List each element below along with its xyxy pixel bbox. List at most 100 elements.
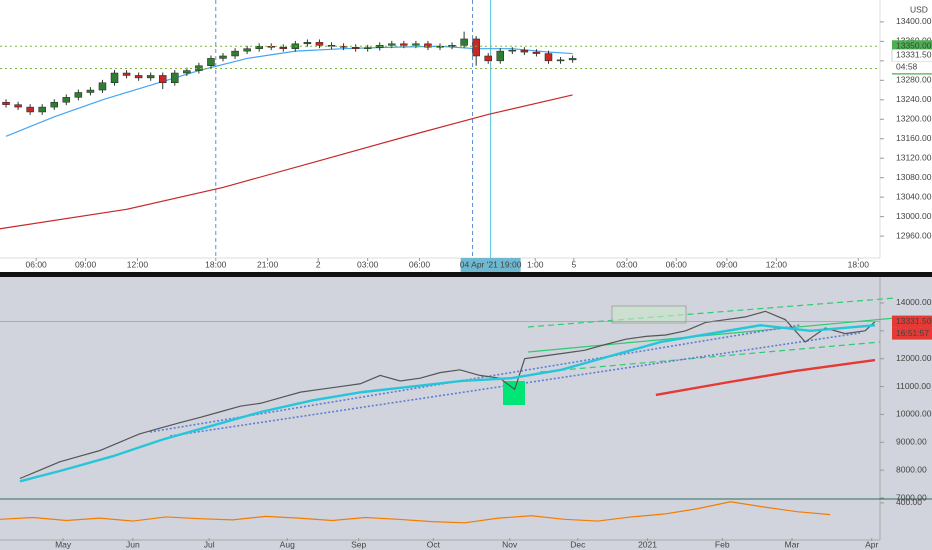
- candle-body: [412, 43, 420, 46]
- candle-body: [448, 45, 456, 47]
- series-line: [19, 324, 876, 483]
- y-tick-label: 8000.00: [896, 464, 927, 474]
- y-tick-label: 9000.00: [896, 437, 927, 447]
- x-tick-label: 1:00: [527, 259, 544, 269]
- candle-body: [171, 72, 179, 84]
- x-tick-label: 09:00: [716, 259, 738, 269]
- x-tick-label: May: [55, 539, 72, 549]
- trend-line: [149, 324, 801, 433]
- candle-body: [388, 43, 396, 46]
- x-tick-label: 18:00: [848, 259, 870, 269]
- x-tick-label: 21:00: [257, 259, 279, 269]
- x-tick-label: Aug: [280, 539, 295, 549]
- channel-line: [539, 341, 881, 373]
- x-tick-label: 2021: [638, 539, 657, 549]
- candle-body: [158, 75, 167, 84]
- candle-body: [375, 45, 384, 48]
- candle-body: [496, 50, 505, 62]
- x-tick-label: Nov: [502, 539, 518, 549]
- candle-body: [26, 106, 34, 113]
- x-tick-label: Apr: [865, 539, 878, 549]
- candle-body: [243, 48, 251, 52]
- candle-body: [424, 43, 432, 48]
- candle-body: [50, 101, 58, 108]
- separator: [0, 272, 932, 277]
- x-tick-label: 09:00: [75, 259, 97, 269]
- candle-body: [520, 49, 529, 53]
- candle-body: [400, 43, 408, 46]
- highlight-box: [503, 381, 525, 405]
- unit-label: USD: [910, 4, 928, 14]
- x-tick-label: 03:00: [357, 259, 379, 269]
- countdown-label: 16:51:57: [896, 328, 929, 338]
- candle-body: [556, 59, 565, 62]
- y-tick-label: 13280.00: [896, 75, 932, 85]
- last-price-label: 13331.50: [896, 50, 932, 60]
- x-tick-label: Dec: [570, 539, 586, 549]
- y-tick-label: 400.00: [896, 497, 922, 507]
- y-tick-label: 13160.00: [896, 133, 932, 143]
- y-tick-label: 7000.00: [896, 492, 927, 502]
- series-line: [0, 501, 831, 524]
- series-line: [655, 358, 876, 397]
- candle-body: [134, 75, 143, 79]
- channel-line: [527, 297, 896, 328]
- channel-line: [527, 317, 896, 353]
- x-tick-label: 06:00: [26, 259, 48, 269]
- countdown-tag: [892, 327, 932, 340]
- x-tick-label: 18:00: [205, 259, 227, 269]
- candle-body: [532, 51, 541, 54]
- series-line: [0, 94, 573, 230]
- y-tick-label: 10000.00: [896, 409, 932, 419]
- candle-body: [544, 53, 553, 62]
- candle-body: [363, 47, 372, 49]
- x-tick-label: 2: [316, 259, 321, 269]
- x-tick-label: Oct: [427, 539, 441, 549]
- y-tick-label: 13000.00: [896, 211, 932, 221]
- bottom-panel-bg: [0, 277, 932, 550]
- y-tick-label: 14000.00: [896, 297, 932, 307]
- y-tick-label: 13080.00: [896, 172, 932, 182]
- x-tick-label: 03:00: [616, 259, 638, 269]
- x-tick-label: Mar: [785, 539, 800, 549]
- candle-body: [508, 49, 517, 52]
- candle-body: [568, 58, 577, 61]
- x-tick-label: 06:00: [666, 259, 688, 269]
- candle-body: [315, 42, 324, 46]
- crosshair-label: 04 Apr '21 19:00: [460, 259, 522, 269]
- y-tick-label: 13400.00: [896, 16, 932, 26]
- x-tick-label: 12:00: [127, 259, 149, 269]
- candle-body: [484, 55, 492, 62]
- candle-body: [98, 82, 107, 91]
- measure-box: [611, 305, 687, 324]
- candle-body: [62, 97, 71, 103]
- candle-body: [207, 58, 215, 66]
- candle-body: [460, 38, 468, 46]
- candle-body: [472, 38, 480, 57]
- x-tick-label: 06:00: [409, 259, 431, 269]
- candle-body: [231, 50, 239, 57]
- candle-body: [110, 72, 119, 84]
- crosshair-label-bg: [460, 258, 521, 272]
- countdown-label: 04:58: [896, 62, 918, 72]
- candle-body: [122, 72, 131, 76]
- y-tick-label: 12960.00: [896, 230, 932, 240]
- candle-body: [219, 55, 227, 59]
- y-tick-label: 11000.00: [896, 381, 931, 391]
- candle-body: [14, 104, 22, 108]
- x-tick-label: 12:00: [766, 259, 788, 269]
- x-tick-label: Feb: [715, 539, 730, 549]
- x-tick-label: Sep: [351, 539, 366, 549]
- candle-body: [351, 46, 360, 49]
- candle-body: [86, 89, 95, 93]
- x-tick-label: 5: [571, 259, 576, 269]
- last-price-label: 13331.50: [896, 316, 932, 326]
- candle-body: [183, 70, 191, 74]
- series-line: [5, 45, 573, 137]
- y-tick-label: 12000.00: [896, 353, 932, 363]
- y-tick-label: 13240.00: [896, 94, 932, 104]
- series-line: [19, 310, 876, 480]
- y-tick-label: 13040.00: [896, 191, 932, 201]
